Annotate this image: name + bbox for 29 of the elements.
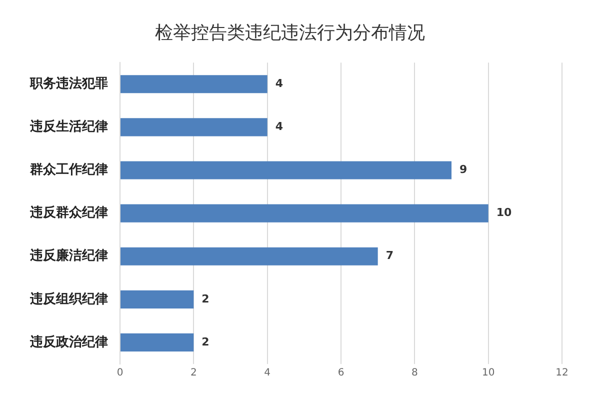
data-label: 7 <box>386 249 394 262</box>
x-tick-label: 6 <box>338 368 344 379</box>
y-tick-label: 群众工作纪律 <box>29 162 108 178</box>
bar <box>120 118 268 136</box>
bar <box>120 161 452 180</box>
bar <box>120 204 488 222</box>
x-tick-label: 4 <box>264 368 271 379</box>
bar <box>120 247 378 266</box>
x-tick-label: 12 <box>556 368 568 379</box>
y-tick-label: 违反廉洁纪律 <box>29 248 108 264</box>
chart-title: 检举控告类违纪违法行为分布情况 <box>155 22 425 44</box>
x-tick-label: 8 <box>411 368 418 379</box>
data-label: 2 <box>202 292 210 306</box>
data-label: 4 <box>275 76 284 90</box>
x-tick-label: 2 <box>190 368 197 379</box>
bar <box>120 333 194 352</box>
y-tick-label: 违反组织纪律 <box>29 290 108 307</box>
y-tick-label: 违反生活纪律 <box>29 118 108 135</box>
data-label: 9 <box>460 163 468 176</box>
data-label: 4 <box>275 120 284 134</box>
bar <box>120 75 268 94</box>
data-label: 10 <box>496 206 512 220</box>
x-tick-label: 10 <box>482 368 495 379</box>
data-label: 2 <box>202 335 210 348</box>
y-tick-label: 违反群众纪律 <box>29 204 108 221</box>
y-tick-label: 职务违法犯罪 <box>29 76 108 92</box>
x-tick-label: 0 <box>116 368 124 379</box>
y-tick-label: 违反政治纪律 <box>29 334 108 350</box>
bar <box>120 290 194 308</box>
